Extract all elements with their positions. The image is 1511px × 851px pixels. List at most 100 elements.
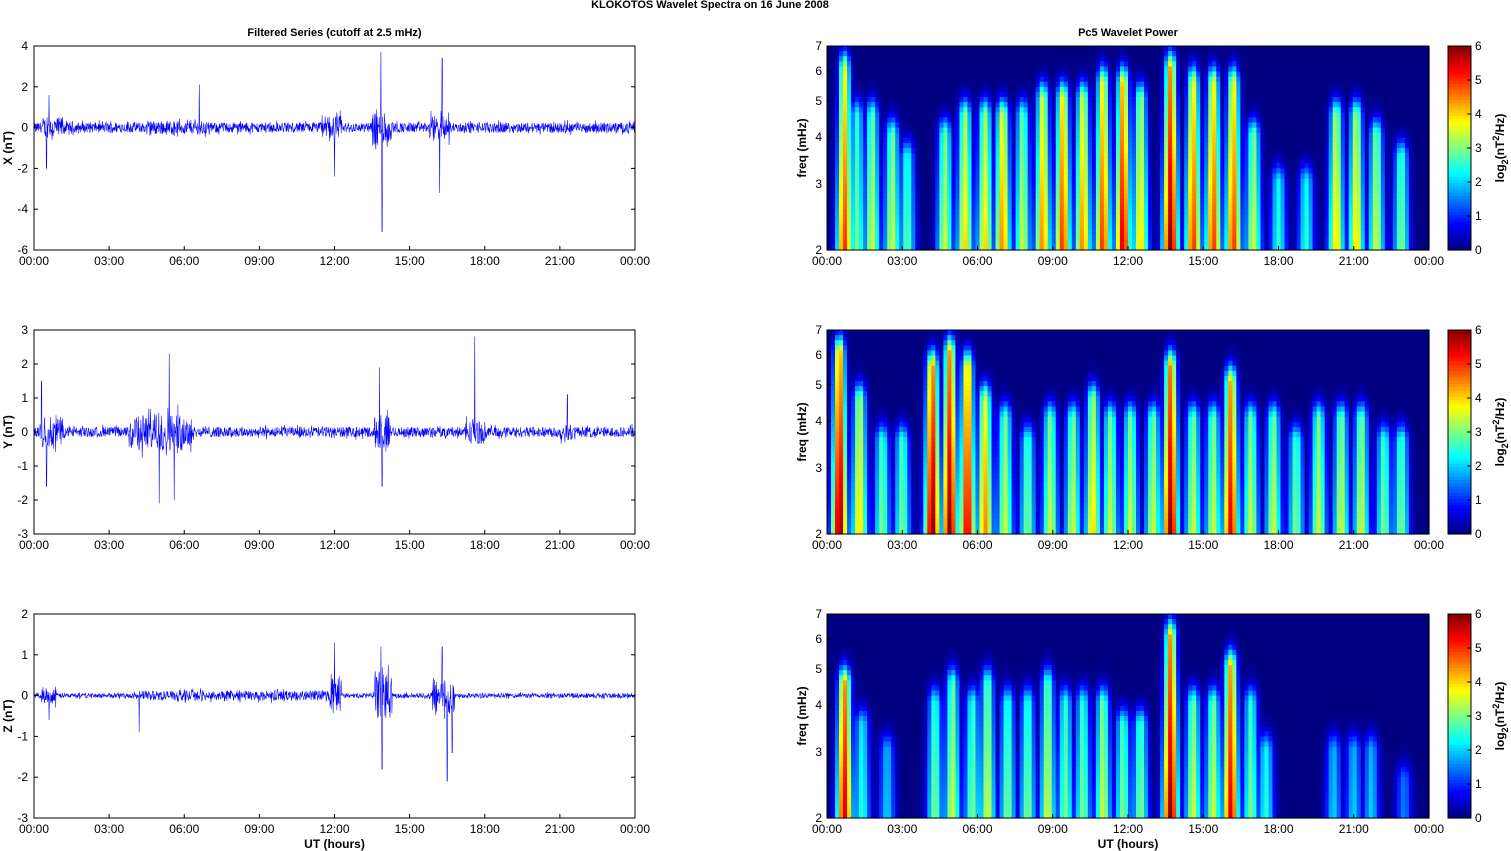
wavelet-panel-1-heat-cell	[1196, 244, 1201, 251]
wavelet-panel-1-heat-cell	[983, 56, 989, 62]
wavelet-panel-1-heat-cell	[1232, 97, 1237, 103]
wavelet-panel-1-heat-cell	[1192, 229, 1197, 236]
wavelet-panel-1-heat-cell	[1320, 46, 1326, 52]
wavelet-panel-1-heat-cell	[1119, 71, 1125, 78]
wavelet-panel-1-heat-cell	[1188, 224, 1193, 231]
wavelet-panel-1-heat-cell	[1260, 193, 1266, 200]
wavelet-panel-1-heat-cell	[1132, 132, 1137, 139]
wavelet-panel-1-heat-cell	[967, 127, 973, 134]
wavelet-panel-1-heat-cell	[871, 163, 876, 169]
wavelet-panel-1-heat-cell	[939, 81, 944, 88]
wavelet-panel-1-heat-cell	[1232, 239, 1237, 246]
wavelet-panel-1-heat-cell	[935, 193, 940, 200]
wavelet-panel-1-heat-cell	[1284, 56, 1290, 62]
wavelet-panel-1-heat-cell	[931, 107, 936, 113]
wavelet-panel-1-heat-cell	[1039, 91, 1045, 98]
wavelet-panel-1-heat-cell	[963, 137, 969, 144]
wavelet-panel-1-heat-cell	[995, 209, 1001, 215]
wavelet-panel-1-heat-cell	[835, 76, 840, 83]
wavelet-panel-1-heat-cell	[1272, 209, 1278, 215]
wavelet-panel-1-heat-cell	[999, 153, 1005, 159]
wavelet-panel-1-heat-cell	[951, 97, 957, 103]
wavelet-panel-1-heat-cell	[1184, 122, 1189, 129]
wavelet-panel-1-heat-cell	[1228, 209, 1233, 215]
wavelet-panel-1-heat-cell	[1300, 178, 1306, 185]
wavelet-panel-1-heat-cell	[827, 234, 832, 241]
wavelet-panel-1-heat-cell	[1123, 224, 1129, 231]
wavelet-panel-1-heat-cell	[859, 234, 864, 241]
wavelet-panel-1-heat-cell	[911, 86, 916, 93]
wavelet-panel-1-heat-cell	[1128, 214, 1133, 220]
wavelet-panel-1-heat-cell	[1055, 153, 1061, 159]
wavelet-panel-1-heat-cell	[1051, 234, 1057, 241]
wavelet-panel-1-heat-cell	[1087, 137, 1093, 144]
wavelet-panel-1-heat-cell	[975, 71, 981, 78]
wavelet-panel-1-heat-cell	[1264, 183, 1270, 190]
wavelet-panel-1-heat-cell	[891, 97, 896, 103]
wavelet-panel-1-heat-cell	[907, 71, 912, 78]
wavelet-panel-1-heat-cell	[1280, 239, 1286, 246]
wavelet-panel-1-heat-cell	[1059, 91, 1065, 98]
wavelet-panel-1-heat-cell	[987, 46, 993, 52]
wavelet-panel-1-heat-cell	[847, 137, 852, 144]
wavelet-panel-1-heat-cell	[1039, 122, 1045, 129]
wavelet-panel-1-heat-cell	[939, 168, 944, 175]
wavelet-panel-1-heat-cell	[1192, 204, 1197, 210]
wavelet-panel-1-heat-cell	[1188, 163, 1193, 169]
wavelet-panel-1-heat-cell	[1264, 199, 1270, 205]
wavelet-panel-1-heat-cell	[915, 193, 920, 200]
wavelet-panel-1-heat-cell	[935, 158, 940, 164]
wavelet-panel-1-heat-cell	[1188, 219, 1193, 226]
wavelet-panel-1-heat-cell	[839, 234, 844, 241]
wavelet-panel-1-heat-cell	[1196, 209, 1201, 215]
wavelet-panel-1-heat-cell	[1176, 158, 1181, 164]
wavelet-panel-1-heat-cell	[835, 199, 840, 205]
wavelet-panel-1-heat-cell	[1192, 46, 1197, 52]
wavelet-panel-1-heat-cell	[963, 158, 969, 164]
wavelet-panel-1-heat-cell	[1296, 112, 1302, 118]
series-panel-1-axes-frame	[33, 45, 636, 251]
wavelet-panel-1-heat-cell	[847, 132, 852, 139]
wavelet-panel-1-heat-cell	[1188, 91, 1193, 98]
wavelet-panel-1-heat-cell	[1091, 81, 1097, 88]
wavelet-panel-1-heat-cell	[891, 51, 896, 57]
wavelet-panel-1-heat-cell	[1023, 199, 1029, 205]
wavelet-panel-1-heat-cell	[1224, 81, 1229, 88]
wavelet-panel-1-heat-cell	[1160, 224, 1165, 231]
wavelet-panel-1-heat-cell	[1035, 127, 1041, 134]
wavelet-panel-1-heat-cell	[843, 102, 848, 108]
wavelet-panel-1-heat-cell	[1312, 209, 1318, 215]
wavelet-panel-1-heat-cell	[1011, 86, 1017, 93]
wavelet-panel-1-heat-cell	[1095, 244, 1101, 251]
wavelet-panel-1-heat-cell	[831, 137, 836, 144]
wavelet-panel-1-heat-cell	[967, 91, 973, 98]
wavelet-panel-1-heat-cell	[1276, 239, 1282, 246]
wavelet-panel-1-heat-cell	[971, 51, 977, 57]
wavelet-panel-1-heat-cell	[923, 51, 928, 57]
wavelet-panel-1-heat-cell	[955, 178, 961, 185]
wavelet-panel-1-heat-cell	[1188, 214, 1193, 220]
wavelet-panel-1-heat-cell	[1164, 229, 1169, 236]
wavelet-panel-1-heat-cell	[1192, 188, 1197, 195]
wavelet-panel-1-heat-cell	[1091, 168, 1097, 175]
wavelet-panel-1-heat-cell	[1059, 56, 1065, 62]
wavelet-panel-1-heat-cell	[899, 199, 904, 205]
wavelet-panel-1-heat-cell	[899, 188, 904, 195]
wavelet-panel-1-heat-cell	[867, 178, 872, 185]
wavelet-panel-1-heat-cell	[919, 244, 924, 251]
wavelet-panel-1-heat-cell	[1055, 148, 1061, 154]
wavelet-panel-1-heat-cell	[851, 239, 856, 246]
wavelet-panel-1-heat-cell	[991, 132, 997, 139]
wavelet-panel-1-heat-cell	[1188, 173, 1193, 180]
wavelet-panel-1-heat-cell	[1039, 163, 1045, 169]
wavelet-panel-1-heat-cell	[955, 158, 961, 164]
wavelet-panel-1-heat-cell	[895, 56, 900, 62]
wavelet-panel-1-heat-cell	[1111, 76, 1117, 83]
wavelet-panel-1-heat-cell	[1136, 117, 1141, 124]
wavelet-panel-1-heat-cell	[839, 122, 844, 129]
wavelet-panel-1-heat-cell	[1300, 229, 1306, 236]
series-panel-1-y-tick-label: -6	[17, 243, 28, 257]
wavelet-panel-1-heat-cell	[995, 56, 1001, 62]
wavelet-panel-1-heat-cell	[1119, 91, 1125, 98]
wavelet-panel-1-heat-cell	[911, 163, 916, 169]
